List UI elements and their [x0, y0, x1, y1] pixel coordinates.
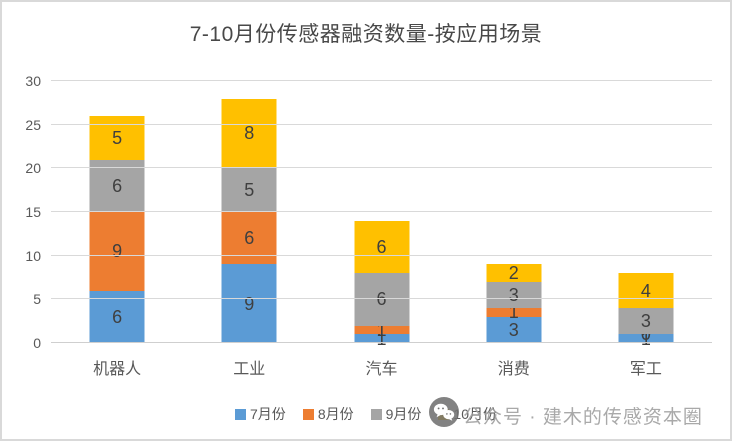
bar-segment: 6 [354, 273, 409, 326]
bar-segment-label: 6 [244, 228, 255, 249]
x-category-label: 机器人 [93, 361, 142, 378]
bar-segment: 1 [486, 303, 542, 321]
y-tick-label: 25 [25, 116, 41, 133]
bar-segment-label: 4 [640, 280, 651, 301]
x-category-label: 汽车 [365, 361, 398, 378]
gridline [51, 254, 712, 256]
wechat-icon [429, 397, 459, 427]
gridline [51, 80, 712, 81]
bar-segment: 8 [221, 98, 277, 169]
category-cell: 9 6 5 8 [183, 81, 315, 343]
x-axis-line [51, 342, 712, 343]
legend: 7月份 8月份 9月份 10月份 [2, 404, 730, 424]
stacked-bar-1: 6 9 6 5 [89, 115, 145, 343]
bar-segment-label: 3 [640, 311, 651, 332]
legend-swatch [370, 408, 382, 420]
legend-item: 9月份 [370, 404, 422, 424]
bar-segment-label: 6 [112, 306, 123, 327]
legend-label: 10月份 [453, 406, 497, 422]
bar-segment-label: 6 [376, 236, 387, 257]
y-tick-label: 30 [25, 73, 41, 89]
y-tick-label: 15 [25, 204, 41, 220]
bar-segment-label: 9 [112, 241, 123, 262]
bar-segment-label: 5 [244, 180, 255, 201]
legend-swatch [302, 408, 314, 420]
chart-title: 7-10月份传感器融资数量-按应用场景 [189, 23, 543, 46]
bar-segment: 6 [354, 220, 409, 274]
y-tick-label: 10 [25, 247, 41, 264]
bar-segment-label: 6 [376, 289, 387, 310]
category-cell: 6 9 6 5 [51, 81, 183, 343]
bar-segment: 9 [89, 212, 145, 291]
gridline [51, 167, 712, 169]
bar-segment: 5 [89, 115, 145, 160]
bar-segment: 3 [486, 316, 542, 343]
bar-segment: 2 [486, 263, 542, 284]
legend-item: 8月份 [302, 404, 354, 424]
bar-segment: 3 [486, 281, 542, 309]
x-axis: 机器人 工业 汽车 消费 军工 [51, 355, 712, 379]
x-category-label: 消费 [497, 361, 530, 378]
x-category-label: 工业 [233, 361, 266, 378]
bar-segment-label: 8 [244, 123, 255, 144]
bar-segment-label: 5 [112, 127, 123, 148]
bar-segment-label: 6 [112, 175, 123, 196]
legend-label: 9月份 [385, 406, 422, 422]
bar-segment: 3 [618, 308, 674, 335]
gridline [51, 123, 712, 125]
legend-label: 8月份 [317, 406, 354, 422]
watermark-text: 公众号 · 建木的传感资本圈 [463, 407, 703, 428]
bar-segment: 4 [618, 273, 674, 309]
legend-item: 7月份 [235, 404, 286, 424]
legend-swatch [235, 408, 247, 420]
bar-segment: 1 [354, 321, 409, 339]
bar-segment: 6 [221, 212, 277, 265]
bar-segment-label: 3 [508, 285, 519, 305]
y-axis: 0 5 10 15 20 25 30 [2, 73, 46, 351]
bar-segment-label: 3 [508, 319, 519, 340]
bar-segment: 5 [221, 168, 277, 213]
y-tick-label: 5 [33, 291, 41, 308]
y-tick-label: 20 [25, 160, 41, 177]
bar-segment: 9 [221, 264, 277, 343]
y-tick-label: 0 [33, 335, 41, 351]
gridline [51, 211, 712, 212]
bar-segment-label: 2 [508, 263, 519, 284]
x-category-label: 军工 [629, 361, 662, 378]
stacked-bar-2: 9 6 5 8 [221, 98, 277, 343]
gridline [51, 298, 712, 300]
legend-label: 7月份 [250, 406, 286, 422]
